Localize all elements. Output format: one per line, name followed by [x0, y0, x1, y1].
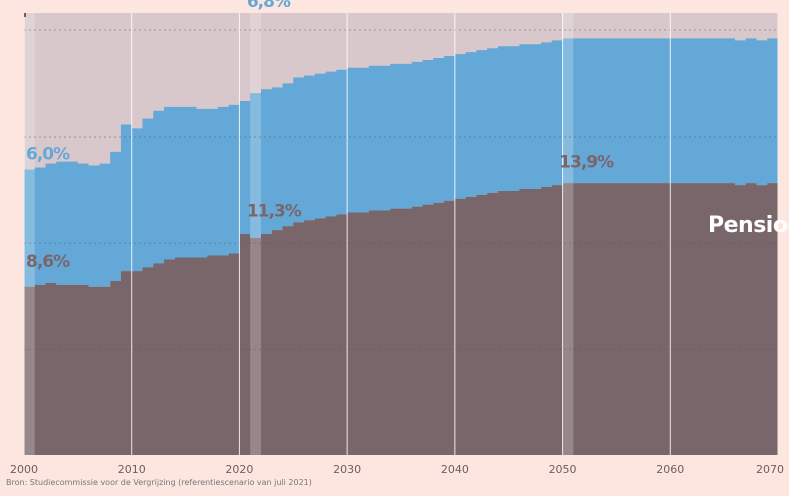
series-pensioenen-area — [24, 183, 778, 455]
annotation-1: 8,6% — [26, 252, 70, 272]
x-tick-2010: 2010 — [118, 463, 146, 476]
x-tick-2060: 2060 — [656, 463, 684, 476]
series-label-pensioenen: Pensioenen — [708, 213, 789, 238]
annotation-0: 6,0% — [26, 145, 70, 165]
highlight-band-2050 — [562, 13, 574, 455]
annotation-2: 11,3% — [247, 201, 302, 221]
annotation-4: 6,8% — [247, 0, 291, 12]
x-tick-2020: 2020 — [225, 463, 253, 476]
x-tick-2050: 2050 — [549, 463, 577, 476]
highlight-band-2000 — [24, 13, 35, 455]
x-tick-2040: 2040 — [441, 463, 469, 476]
x-tick-2000: 2000 — [10, 463, 38, 476]
axis-mark — [24, 13, 26, 17]
annotation-3: 13,9% — [559, 153, 614, 173]
plot-area — [24, 13, 778, 455]
x-tick-2070: 2070 — [756, 463, 784, 476]
source-note: Bron: Studiecommissie voor de Vergrijzin… — [6, 478, 312, 487]
series-other-area — [24, 38, 778, 287]
highlight-band-2021 — [250, 13, 261, 455]
x-tick-2030: 2030 — [333, 463, 361, 476]
